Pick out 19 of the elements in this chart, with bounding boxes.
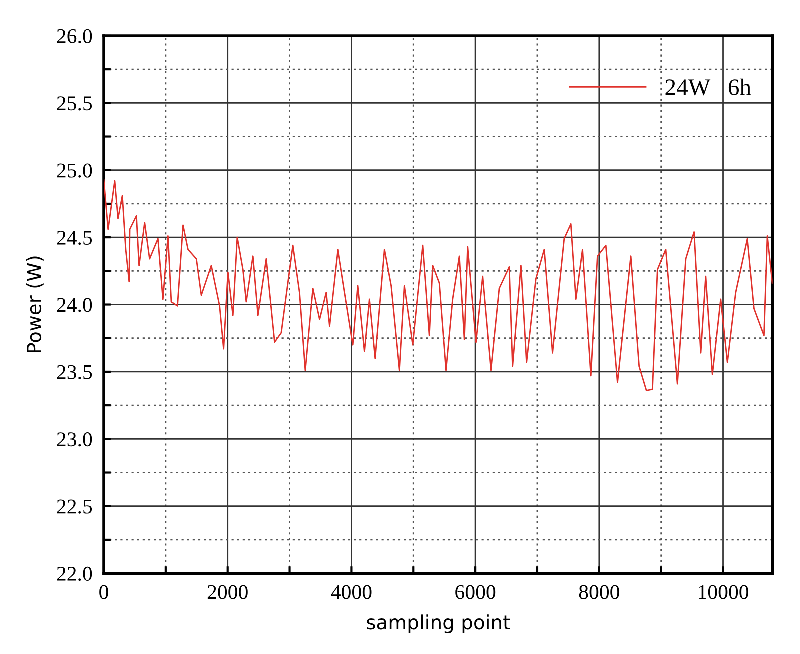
- x-tick-label: 10000: [699, 585, 749, 600]
- y-tick-label: 25.5: [57, 96, 92, 111]
- x-tick-label: 2000: [208, 585, 248, 600]
- y-tick-label: 22.5: [57, 500, 92, 514]
- legend-label: 24W 6h: [666, 78, 752, 96]
- line-series: [104, 179, 773, 392]
- y-tick-label: 24.0: [57, 298, 92, 312]
- x-tick-label: 4000: [331, 585, 372, 600]
- y-tick-label: 25.0: [57, 164, 92, 178]
- x-tick-label: 6000: [456, 585, 496, 600]
- y-tick-label: 23.5: [57, 365, 92, 380]
- y-tick-label: 24.5: [57, 231, 92, 246]
- x-tick-label: 8000: [579, 585, 620, 600]
- y-axis-title: Power (W): [26, 256, 44, 353]
- y-tick-label: 26.0: [57, 29, 92, 44]
- y-tick-label: 23.0: [57, 432, 92, 447]
- y-tick-label: 22.0: [57, 566, 92, 582]
- x-axis-title: sampling point: [367, 614, 510, 634]
- x-tick-label: 0: [100, 585, 108, 600]
